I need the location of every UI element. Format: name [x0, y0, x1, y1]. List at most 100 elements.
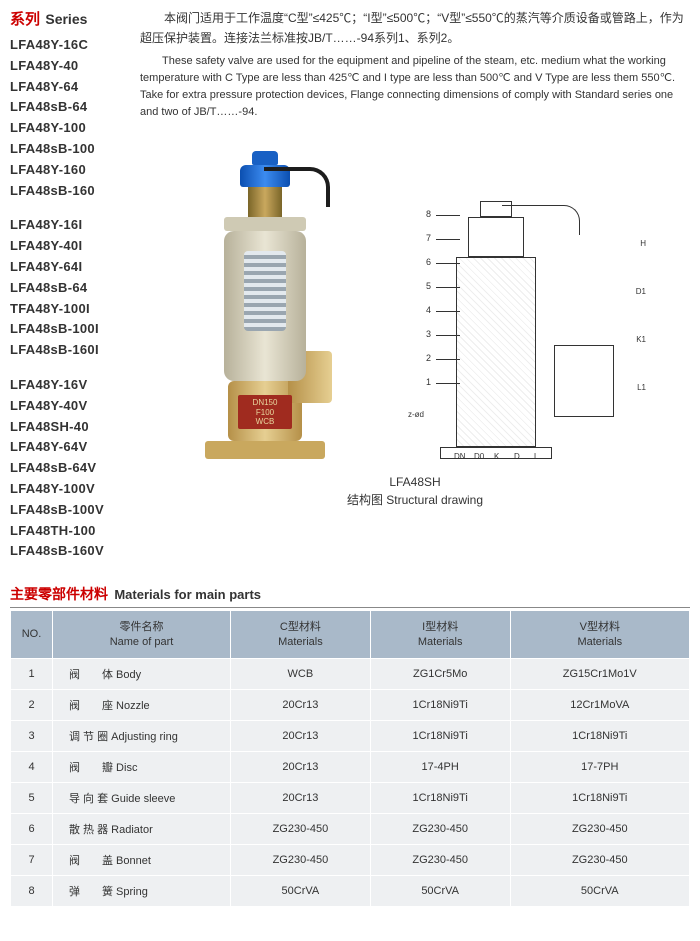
cell-i: ZG230-450 — [370, 845, 510, 876]
series-item: LFA48Y-16V — [10, 375, 128, 396]
series-item: LFA48sB-160 — [10, 181, 128, 202]
series-item: LFA48Y-16I — [10, 215, 128, 236]
series-item: TFA48Y-100I — [10, 299, 128, 320]
cell-name: 阀 体 Body — [53, 659, 231, 690]
valve-label: DN150 F100 WCB — [238, 395, 292, 429]
cell-v: ZG230-450 — [510, 845, 689, 876]
series-item: LFA48Y-16C — [10, 35, 128, 56]
cell-no: 3 — [11, 721, 53, 752]
cell-v: 50CrVA — [510, 876, 689, 907]
materials-heading-en: Materials for main parts — [114, 587, 261, 602]
cell-name: 散 热 器 Radiator — [53, 814, 231, 845]
cell-v: 17-7PH — [510, 752, 689, 783]
table-row: 4阀 瓣 Disc20Cr1317-4PH17-7PH — [11, 752, 690, 783]
top-section: 系列 Series LFA48Y-16CLFA48Y-40LFA48Y-64LF… — [10, 8, 690, 562]
cell-c: 50CrVA — [231, 876, 371, 907]
cell-i: 1Cr18Ni9Ti — [370, 783, 510, 814]
table-header-row: NO. 零件名称Name of part C型材料Materials I型材料M… — [11, 611, 690, 659]
table-row: 1阀 体 BodyWCBZG1Cr5MoZG15Cr1Mo1V — [11, 659, 690, 690]
series-item: LFA48sB-100 — [10, 139, 128, 160]
materials-heading-zh: 主要零部件材料 — [10, 586, 108, 602]
cell-c: 20Cr13 — [231, 721, 371, 752]
right-column: 本阀门适用于工作温度“C型”≤425℃；“I型”≤500℃；“V型”≤550℃的… — [140, 8, 690, 562]
cell-name: 阀 座 Nozzle — [53, 690, 231, 721]
cell-i: ZG230-450 — [370, 814, 510, 845]
series-item: LFA48sB-64 — [10, 97, 128, 118]
image-row: DN150 F100 WCB — [140, 139, 690, 459]
series-item: LFA48sB-64V — [10, 458, 128, 479]
cell-i: ZG1Cr5Mo — [370, 659, 510, 690]
materials-heading: 主要零部件材料 Materials for main parts — [10, 584, 690, 608]
table-row: 3调 节 圈 Adjusting ring20Cr131Cr18Ni9Ti1Cr… — [11, 721, 690, 752]
cell-v: 1Cr18Ni9Ti — [510, 721, 689, 752]
cell-no: 2 — [11, 690, 53, 721]
cell-i: 1Cr18Ni9Ti — [370, 690, 510, 721]
drawing-dim: K — [494, 452, 499, 461]
cell-i: 50CrVA — [370, 876, 510, 907]
cell-no: 7 — [11, 845, 53, 876]
series-item: LFA48Y-40 — [10, 56, 128, 77]
series-list: LFA48Y-16CLFA48Y-40LFA48Y-64LFA48sB-64LF… — [10, 35, 128, 562]
col-c: C型材料Materials — [231, 611, 371, 659]
cell-v: 12Cr1MoVA — [510, 690, 689, 721]
structural-drawing: 87654321 HD1K1L1DND0KDLz-ød — [370, 199, 650, 459]
cell-c: 20Cr13 — [231, 783, 371, 814]
cell-v: ZG230-450 — [510, 814, 689, 845]
series-item: LFA48Y-100V — [10, 479, 128, 500]
cell-v: ZG15Cr1Mo1V — [510, 659, 689, 690]
series-item: LFA48sB-160I — [10, 340, 128, 361]
caption-model: LFA48SH — [140, 473, 690, 491]
series-column: 系列 Series LFA48Y-16CLFA48Y-40LFA48Y-64LF… — [10, 8, 128, 562]
drawing-dim: z-ød — [408, 410, 424, 419]
series-heading: 系列 Series — [10, 8, 128, 29]
cell-i: 1Cr18Ni9Ti — [370, 721, 510, 752]
cell-name: 阀 瓣 Disc — [53, 752, 231, 783]
cell-no: 8 — [11, 876, 53, 907]
description-en: These safety valve are used for the equi… — [140, 53, 690, 121]
cell-c: 20Cr13 — [231, 690, 371, 721]
cell-no: 6 — [11, 814, 53, 845]
series-item: LFA48Y-40V — [10, 396, 128, 417]
cell-name: 导 向 套 Guide sleeve — [53, 783, 231, 814]
cell-v: 1Cr18Ni9Ti — [510, 783, 689, 814]
cell-c: WCB — [231, 659, 371, 690]
cell-c: ZG230-450 — [231, 814, 371, 845]
drawing-callout: 5 — [426, 281, 431, 291]
drawing-callout: 3 — [426, 329, 431, 339]
drawing-callout: 1 — [426, 377, 431, 387]
series-item: LFA48sB-100I — [10, 319, 128, 340]
drawing-callout: 6 — [426, 257, 431, 267]
cell-name: 弹 簧 Spring — [53, 876, 231, 907]
caption-line: 结构图 Structural drawing — [347, 493, 483, 507]
series-heading-en: Series — [45, 11, 87, 27]
drawing-dim: K1 — [636, 335, 646, 344]
series-item: LFA48Y-40I — [10, 236, 128, 257]
materials-table: NO. 零件名称Name of part C型材料Materials I型材料M… — [10, 610, 690, 907]
drawing-dim: L1 — [637, 383, 646, 392]
cell-c: 20Cr13 — [231, 752, 371, 783]
series-item: LFA48sB-100V — [10, 500, 128, 521]
series-item: LFA48TH-100 — [10, 521, 128, 542]
drawing-callout: 4 — [426, 305, 431, 315]
series-item: LFA48Y-160 — [10, 160, 128, 181]
cell-no: 1 — [11, 659, 53, 690]
materials-section: 主要零部件材料 Materials for main parts NO. 零件名… — [10, 584, 690, 907]
table-row: 7阀 盖 BonnetZG230-450ZG230-450ZG230-450 — [11, 845, 690, 876]
drawing-dim: D — [514, 452, 520, 461]
series-item: LFA48Y-64V — [10, 437, 128, 458]
valve-illustration: DN150 F100 WCB — [200, 149, 330, 459]
drawing-callout: 8 — [426, 209, 431, 219]
col-no: NO. — [11, 611, 53, 659]
series-item: LFA48Y-100 — [10, 118, 128, 139]
table-row: 2阀 座 Nozzle20Cr131Cr18Ni9Ti12Cr1MoVA — [11, 690, 690, 721]
drawing-dim: D1 — [636, 287, 646, 296]
table-row: 6散 热 器 RadiatorZG230-450ZG230-450ZG230-4… — [11, 814, 690, 845]
drawing-dim: L — [534, 452, 538, 461]
cell-name: 调 节 圈 Adjusting ring — [53, 721, 231, 752]
drawing-callout: 7 — [426, 233, 431, 243]
series-item: LFA48sB-64 — [10, 278, 128, 299]
cell-c: ZG230-450 — [231, 845, 371, 876]
series-item: LFA48Y-64I — [10, 257, 128, 278]
col-name: 零件名称Name of part — [53, 611, 231, 659]
cell-no: 4 — [11, 752, 53, 783]
